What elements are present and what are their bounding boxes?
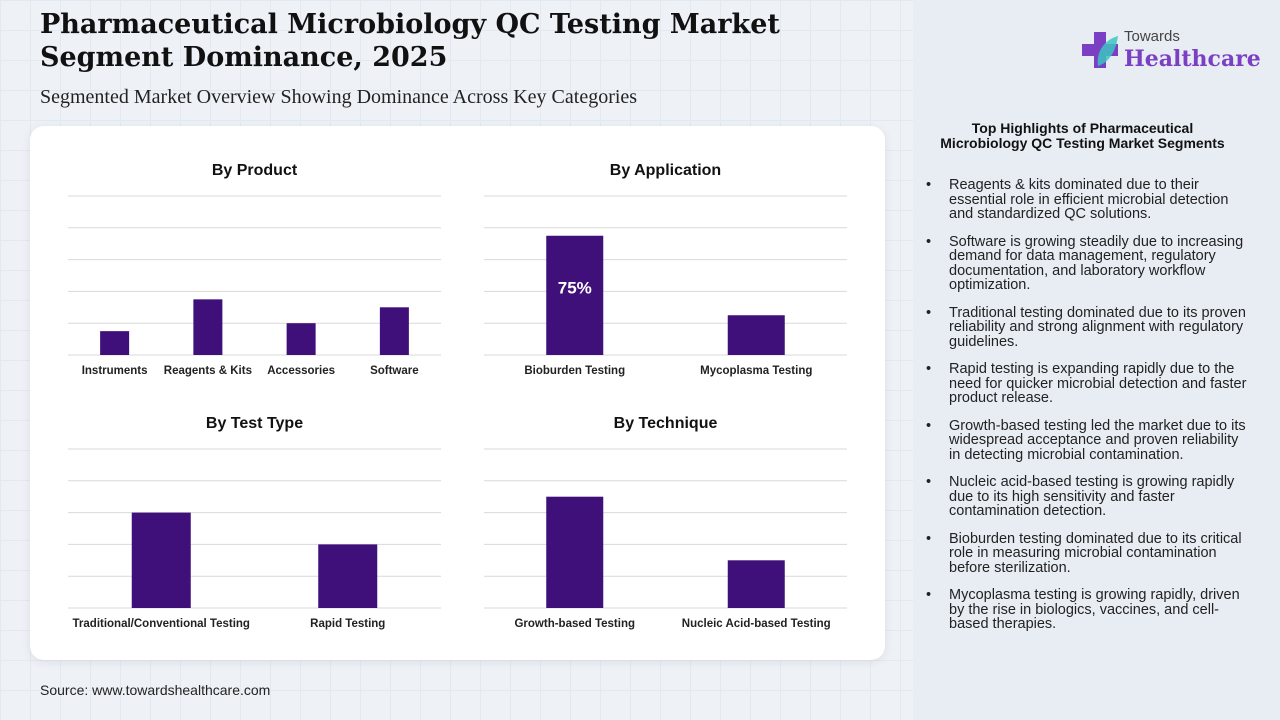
- charts-svg: By Product Instruments Reagents & Kits Acce…: [68, 162, 847, 630]
- bar: [193, 299, 223, 355]
- category-label: Reagents & Kits: [164, 365, 252, 377]
- chart-by-technique: By Technique Growth-based Testing Nucleic …: [484, 415, 847, 630]
- highlights-title: Top Highlights of Pharmaceutical Microbi…: [940, 120, 1225, 151]
- category-label: Growth-based Testing: [514, 618, 635, 630]
- chart-title: By Product: [212, 162, 298, 179]
- highlight-item: Software is growing steadily due to incr…: [923, 234, 1253, 293]
- category-label: Nucleic Acid-based Testing: [682, 618, 831, 630]
- data-label: 75%: [558, 278, 592, 297]
- highlight-item: Bioburden testing dominated due to its c…: [923, 531, 1253, 576]
- category-label: Instruments: [82, 365, 148, 377]
- highlight-item: Traditional testing dominated due to its…: [923, 305, 1253, 350]
- category-label: Rapid Testing: [310, 618, 385, 630]
- bar: [100, 331, 130, 355]
- chart-title: By Test Type: [206, 415, 303, 432]
- logo: Towards Healthcare: [1080, 28, 1261, 78]
- chart-by-application: By Application 75% Bioburden Testing Mycopl…: [484, 162, 847, 377]
- chart-title: By Technique: [614, 415, 718, 432]
- page-title: Pharmaceutical Microbiology QC Testing M…: [40, 9, 780, 73]
- category-label: Mycoplasma Testing: [700, 365, 812, 377]
- bar: [131, 512, 191, 608]
- highlights-list: Reagents & kits dominated due to their e…: [923, 178, 1253, 645]
- highlight-item: Rapid testing is expanding rapidly due t…: [923, 362, 1253, 406]
- chart-by-product: By Product Instruments Reagents & Kits Acce…: [68, 162, 441, 377]
- highlight-item: Mycoplasma testing is growing rapidly, d…: [923, 588, 1253, 632]
- source-text: Source: www.towardshealthcare.com: [40, 682, 271, 698]
- charts-card: By Product Instruments Reagents & Kits Acce…: [30, 126, 885, 660]
- category-label: Bioburden Testing: [524, 365, 625, 377]
- logo-cross-icon: [1082, 32, 1118, 68]
- chart-by-test-type: By Test Type Traditional/Conventional Tes…: [68, 415, 441, 630]
- page-subtitle: Segmented Market Overview Showing Domina…: [40, 86, 638, 108]
- category-label: Accessories: [267, 365, 335, 377]
- bar: [318, 544, 378, 608]
- logo-text-towards: Towards: [1124, 28, 1180, 45]
- highlight-item: Growth-based testing led the market due …: [923, 418, 1253, 463]
- category-label: Software: [370, 365, 419, 377]
- category-label: Traditional/Conventional Testing: [73, 618, 250, 630]
- bar: [727, 315, 785, 355]
- bar: [286, 323, 316, 355]
- chart-title: By Application: [610, 162, 721, 179]
- bar: [546, 235, 604, 355]
- highlight-item: Reagents & kits dominated due to their e…: [923, 178, 1253, 222]
- bar: [379, 307, 409, 355]
- bar: [727, 560, 785, 608]
- logo-text-healthcare: Healthcare: [1124, 46, 1261, 72]
- highlight-item: Nucleic acid-based testing is growing ra…: [923, 475, 1253, 519]
- bar: [546, 496, 604, 608]
